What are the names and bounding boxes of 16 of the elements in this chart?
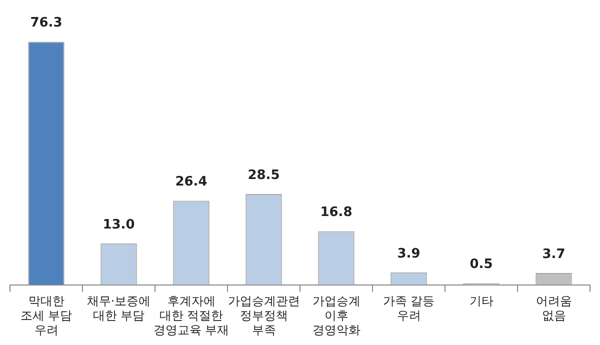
data-label: 76.3 bbox=[30, 16, 62, 31]
data-label: 3.9 bbox=[397, 246, 420, 262]
x-tick-label: 가족 갈등 우려 bbox=[382, 294, 435, 323]
data-label: 0.5 bbox=[470, 257, 493, 272]
x-tick-label: 가업승계 이후 경영악화 bbox=[312, 294, 360, 337]
data-label: 16.8 bbox=[320, 205, 352, 220]
data-label: 28.5 bbox=[248, 168, 280, 183]
x-tick-label: 기타 bbox=[469, 294, 494, 308]
x-tick-label: 막대한 조세 부담 우려 bbox=[20, 294, 72, 337]
data-label: 3.7 bbox=[542, 246, 566, 262]
data-label: 13.0 bbox=[102, 217, 135, 232]
x-tick-label: 어려움 없음 bbox=[536, 294, 572, 323]
x-tick-label: 가업승계관련 정부정책 부족 bbox=[228, 294, 300, 337]
x-tick-label: 채무·보증에 대한 부담 bbox=[86, 294, 151, 323]
x-tick-label: 후계자에 대한 적절한 경영교육 부재 bbox=[153, 294, 230, 337]
data-label: 26.4 bbox=[175, 174, 208, 190]
